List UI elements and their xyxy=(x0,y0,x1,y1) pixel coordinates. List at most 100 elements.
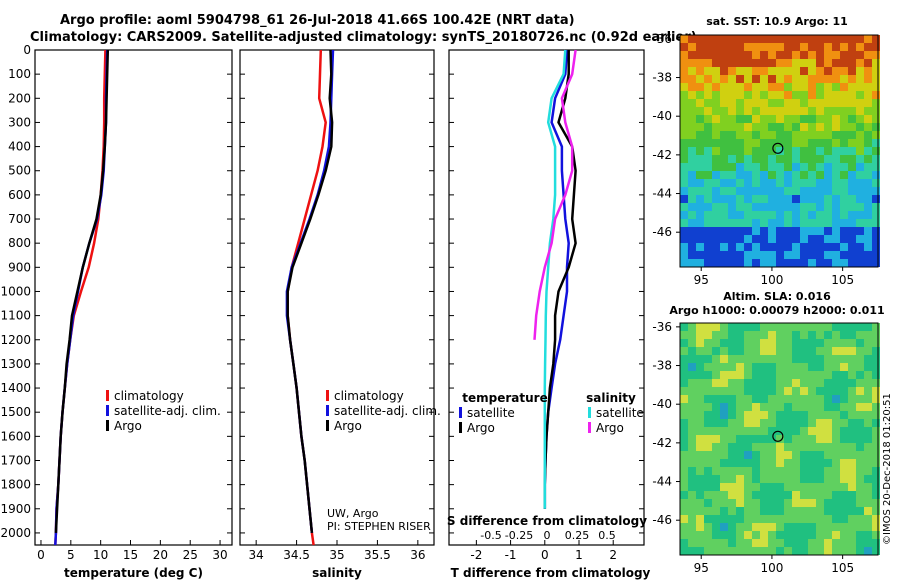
sla-map-cell xyxy=(744,451,752,459)
sla-map-cell xyxy=(680,507,688,515)
sst-map-cell xyxy=(800,227,808,235)
sla-map-cell xyxy=(816,467,824,475)
sla-map-cell xyxy=(704,355,712,363)
sla-map-cell xyxy=(832,435,840,443)
sla-map-cell xyxy=(792,443,800,451)
sla-map-cell xyxy=(784,531,792,539)
temperature-legend-label: Argo xyxy=(114,419,142,433)
sst-map-cell xyxy=(800,131,808,139)
sla-map-cell xyxy=(744,475,752,483)
sst-map-cell xyxy=(856,219,864,227)
sla-map-cell xyxy=(792,363,800,371)
sst-map-cell xyxy=(832,195,840,203)
depth-tick-label: 500 xyxy=(8,164,31,178)
sla-map-cell xyxy=(856,371,864,379)
sst-map-cell xyxy=(720,163,728,171)
sst-map-cell xyxy=(800,147,808,155)
sla-map-cell xyxy=(760,419,768,427)
sst-map-cell xyxy=(688,155,696,163)
sst-map-cell xyxy=(680,243,688,251)
sst-map-cell xyxy=(816,99,824,107)
sla-map-cell xyxy=(864,419,872,427)
sst-map-cell xyxy=(680,203,688,211)
sst-map-cell xyxy=(832,235,840,243)
sst-map-cell xyxy=(848,163,856,171)
sst-map-cell xyxy=(760,131,768,139)
sst-map-cell xyxy=(864,107,872,115)
sla-map-cell xyxy=(872,427,880,435)
sla-map-cell xyxy=(832,523,840,531)
sst-map-cell xyxy=(736,91,744,99)
sla-map-cell xyxy=(680,531,688,539)
sla-map-cell xyxy=(840,395,848,403)
sla-map-cell xyxy=(776,451,784,459)
sst-map-cell xyxy=(872,227,880,235)
sla-map-cell xyxy=(688,539,696,547)
sst-map-cell xyxy=(784,131,792,139)
sst-map-cell xyxy=(784,35,792,43)
panel-temperature: 0 5 10 15 20 25 300100200300400500600700800900… xyxy=(0,43,233,580)
sst-map-cell xyxy=(872,67,880,75)
sst-map-cell xyxy=(848,131,856,139)
sst-map-cell xyxy=(792,195,800,203)
sla-map-cell xyxy=(872,451,880,459)
sla-map-cell xyxy=(704,347,712,355)
sst-map-cell xyxy=(872,147,880,155)
sla-map-cell xyxy=(808,411,816,419)
sla-map-cell xyxy=(808,443,816,451)
sla-map-cell xyxy=(872,459,880,467)
sla-map-cell xyxy=(872,419,880,427)
sla-map-cell xyxy=(856,387,864,395)
sla-map-cell xyxy=(816,475,824,483)
sla-map-cell xyxy=(712,523,720,531)
sst-map-cell xyxy=(688,99,696,107)
sst-map-cell xyxy=(784,187,792,195)
sst-map-cell xyxy=(736,59,744,67)
sst-map-cell xyxy=(808,211,816,219)
sla-map-cell xyxy=(752,467,760,475)
sst-map-cell xyxy=(816,147,824,155)
sst-map-cell xyxy=(856,171,864,179)
sst-map-cell xyxy=(808,227,816,235)
sla-map-cell xyxy=(816,443,824,451)
sst-map-cell xyxy=(872,139,880,147)
sla-map-cell xyxy=(760,475,768,483)
temperature-legend-swatch xyxy=(106,390,109,401)
sst-map-cell xyxy=(776,235,784,243)
sst-map-cell xyxy=(856,211,864,219)
sst-map-cell xyxy=(840,227,848,235)
pi-annotation: PI: STEPHEN RISER xyxy=(327,520,431,533)
sla-map-cell xyxy=(864,507,872,515)
sst-map-cell xyxy=(808,235,816,243)
sst-map-cell xyxy=(760,219,768,227)
depth-tick-label: 1200 xyxy=(0,333,31,347)
sst-map-cell xyxy=(832,227,840,235)
sla-map-cell xyxy=(712,339,720,347)
sla-map-cell xyxy=(784,515,792,523)
sla-map-cell xyxy=(760,499,768,507)
sst-map-cell xyxy=(712,115,720,123)
sla-map-cell xyxy=(784,547,792,555)
sla-map-cell xyxy=(808,323,816,331)
sst-map-cell xyxy=(776,203,784,211)
sst-map-cell xyxy=(872,219,880,227)
sst-map-cell xyxy=(792,43,800,51)
sla-map-cell xyxy=(784,443,792,451)
sst-map-cell xyxy=(816,227,824,235)
sla-map-cell xyxy=(680,339,688,347)
sst-map-cell xyxy=(840,115,848,123)
sst-map-cell xyxy=(784,43,792,51)
sla-map-cell xyxy=(704,483,712,491)
sst-map-cell xyxy=(784,59,792,67)
sla-map-cell xyxy=(776,323,784,331)
sst-map-cell xyxy=(728,51,736,59)
sst-map-cell xyxy=(864,147,872,155)
sla-map-cell xyxy=(712,395,720,403)
sla-map-cell xyxy=(840,419,848,427)
sla-map-cell xyxy=(856,443,864,451)
sla-map-cell xyxy=(872,411,880,419)
sla-map-cell xyxy=(688,507,696,515)
sst-map-ytick-label: -38 xyxy=(652,71,672,85)
sst-map-cell xyxy=(688,139,696,147)
sst-map-cell xyxy=(768,147,776,155)
